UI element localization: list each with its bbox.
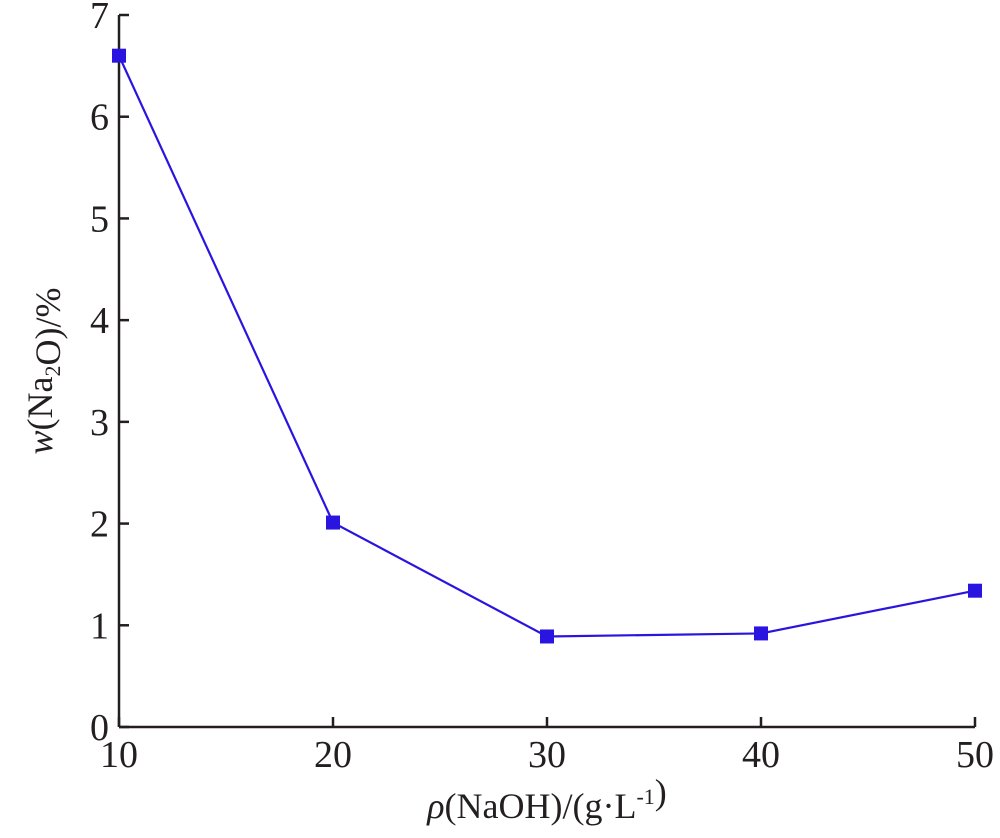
y-tick-label: 1 [90,605,109,647]
data-point-marker [968,583,982,598]
x-axis-title: ρ(NaOH)/(g·L-1) [426,772,667,826]
data-point-marker [540,629,554,644]
axis-title-part: -1 [636,784,654,809]
x-tick-label: 30 [528,734,566,776]
series-line [118,55,976,638]
x-tick-label: 40 [742,734,780,776]
axis-title-part: ρ [426,786,444,826]
axis-title-part: (Na [20,376,60,430]
y-tick-label: 4 [90,300,109,342]
y-tick-label: 3 [90,402,109,444]
y-axis-title: w(Na2O)/% [20,288,68,455]
x-tick-label: 10 [100,734,138,776]
y-tick-label: 7 [90,0,109,37]
axis-title-part: (NaOH)/(g·L [445,786,637,826]
y-tick-label: 0 [90,707,109,749]
data-series [112,48,982,644]
tick-labels: 0 1 2 3 4 5 6 7 10 20 30 40 50 [90,0,994,776]
tick-marks [117,13,977,729]
axis-title-part: ) [655,772,667,812]
y-tick-label: 6 [90,97,109,139]
x-tick-label: 50 [956,734,994,776]
y-tick-label: 2 [90,504,109,546]
data-point-marker [112,48,126,63]
x-tick-label: 20 [314,734,352,776]
axis-title-part: O)/% [28,288,68,366]
axes [117,15,975,729]
data-point-marker [754,626,768,641]
data-point-marker [326,515,340,530]
y-tick-label: 5 [90,198,109,240]
axis-title-part: 2 [40,366,65,377]
axis-title-part: w [20,430,60,454]
